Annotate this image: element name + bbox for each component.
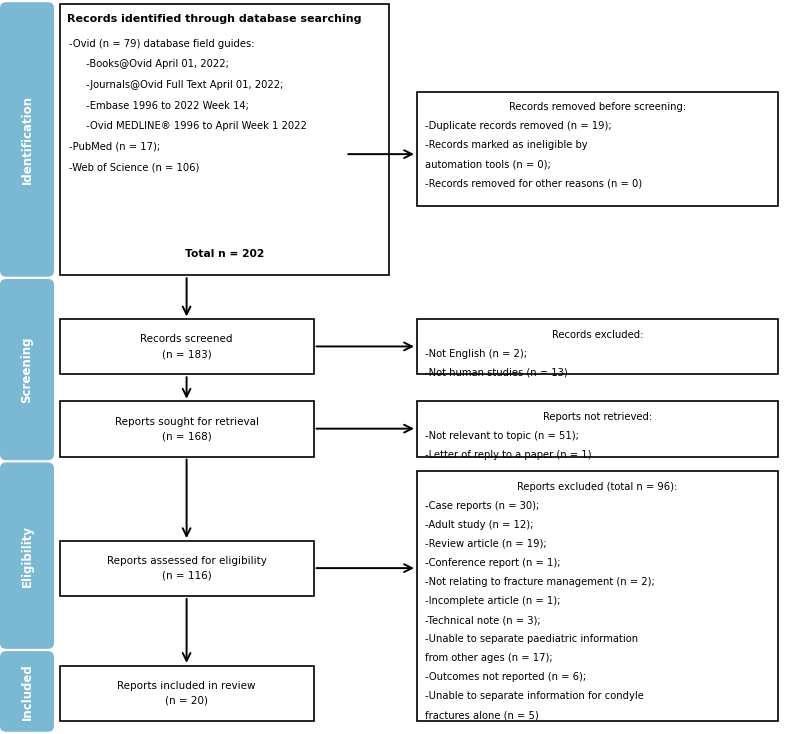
Text: -Unable to separate paediatric information: -Unable to separate paediatric informati… bbox=[425, 634, 638, 644]
Text: -Conference report (n = 1);: -Conference report (n = 1); bbox=[425, 558, 561, 568]
Bar bbox=[60, 401, 314, 457]
Bar bbox=[417, 401, 778, 457]
Text: -Adult study (n = 12);: -Adult study (n = 12); bbox=[425, 520, 533, 530]
Text: -Outcomes not reported (n = 6);: -Outcomes not reported (n = 6); bbox=[425, 672, 586, 683]
Bar bbox=[417, 92, 778, 206]
Text: -Not human studies (n = 13): -Not human studies (n = 13) bbox=[425, 368, 568, 378]
Text: Records removed before screening:: Records removed before screening: bbox=[509, 102, 686, 112]
Bar bbox=[60, 541, 314, 596]
Text: -Unable to separate information for condyle: -Unable to separate information for cond… bbox=[425, 691, 644, 702]
Text: -Case reports (n = 30);: -Case reports (n = 30); bbox=[425, 501, 539, 511]
Text: -Embase 1996 to 2022 Week 14;: -Embase 1996 to 2022 Week 14; bbox=[83, 101, 249, 111]
Bar bbox=[60, 319, 314, 374]
Text: Included: Included bbox=[21, 663, 33, 720]
Text: automation tools (n = 0);: automation tools (n = 0); bbox=[425, 159, 550, 170]
Text: Reports sought for retrieval
(n = 168): Reports sought for retrieval (n = 168) bbox=[114, 417, 259, 441]
Text: fractures alone (n = 5): fractures alone (n = 5) bbox=[425, 711, 538, 721]
Text: -PubMed (n = 17);: -PubMed (n = 17); bbox=[69, 142, 160, 152]
Text: Records excluded:: Records excluded: bbox=[552, 330, 643, 340]
Text: Records screened
(n = 183): Records screened (n = 183) bbox=[141, 335, 233, 359]
Text: -Review article (n = 19);: -Review article (n = 19); bbox=[425, 539, 546, 549]
Text: Reports assessed for eligibility
(n = 116): Reports assessed for eligibility (n = 11… bbox=[106, 556, 267, 581]
FancyBboxPatch shape bbox=[0, 2, 54, 277]
FancyBboxPatch shape bbox=[0, 279, 54, 460]
Text: Records identified through database searching: Records identified through database sear… bbox=[67, 14, 362, 24]
Text: Reports included in review
(n = 20): Reports included in review (n = 20) bbox=[118, 681, 256, 705]
Bar bbox=[417, 319, 778, 374]
Text: Reports not retrieved:: Reports not retrieved: bbox=[543, 412, 652, 422]
Text: -Incomplete article (n = 1);: -Incomplete article (n = 1); bbox=[425, 596, 560, 606]
Text: Total n = 202: Total n = 202 bbox=[185, 249, 264, 259]
Text: -Records marked as ineligible by: -Records marked as ineligible by bbox=[425, 140, 588, 150]
Text: -Letter of reply to a paper (n = 1): -Letter of reply to a paper (n = 1) bbox=[425, 450, 592, 460]
Text: -Not relevant to topic (n = 51);: -Not relevant to topic (n = 51); bbox=[425, 431, 579, 441]
Bar bbox=[60, 666, 314, 721]
Text: -Duplicate records removed (n = 19);: -Duplicate records removed (n = 19); bbox=[425, 121, 611, 131]
Text: Identification: Identification bbox=[21, 95, 33, 184]
Text: -Ovid MEDLINE® 1996 to April Week 1 2022: -Ovid MEDLINE® 1996 to April Week 1 2022 bbox=[83, 121, 307, 131]
Text: -Books@Ovid April 01, 2022;: -Books@Ovid April 01, 2022; bbox=[83, 59, 229, 70]
Text: -Records removed for other reasons (n = 0): -Records removed for other reasons (n = … bbox=[425, 178, 642, 189]
FancyBboxPatch shape bbox=[0, 462, 54, 649]
Text: -Journals@Ovid Full Text April 01, 2022;: -Journals@Ovid Full Text April 01, 2022; bbox=[83, 80, 283, 90]
Text: Screening: Screening bbox=[21, 336, 33, 403]
Text: Reports excluded (total n = 96):: Reports excluded (total n = 96): bbox=[518, 482, 677, 492]
Text: -Not English (n = 2);: -Not English (n = 2); bbox=[425, 349, 526, 359]
Text: from other ages (n = 17);: from other ages (n = 17); bbox=[425, 653, 553, 664]
Bar bbox=[417, 471, 778, 721]
Text: Eligibility: Eligibility bbox=[21, 525, 33, 586]
Text: -Not relating to fracture management (n = 2);: -Not relating to fracture management (n … bbox=[425, 577, 654, 587]
FancyBboxPatch shape bbox=[0, 651, 54, 732]
Text: -Technical note (n = 3);: -Technical note (n = 3); bbox=[425, 615, 541, 625]
Text: -Ovid (n = 79) database field guides:: -Ovid (n = 79) database field guides: bbox=[69, 39, 255, 49]
Text: -Web of Science (n = 106): -Web of Science (n = 106) bbox=[69, 162, 199, 172]
Bar bbox=[60, 4, 389, 275]
